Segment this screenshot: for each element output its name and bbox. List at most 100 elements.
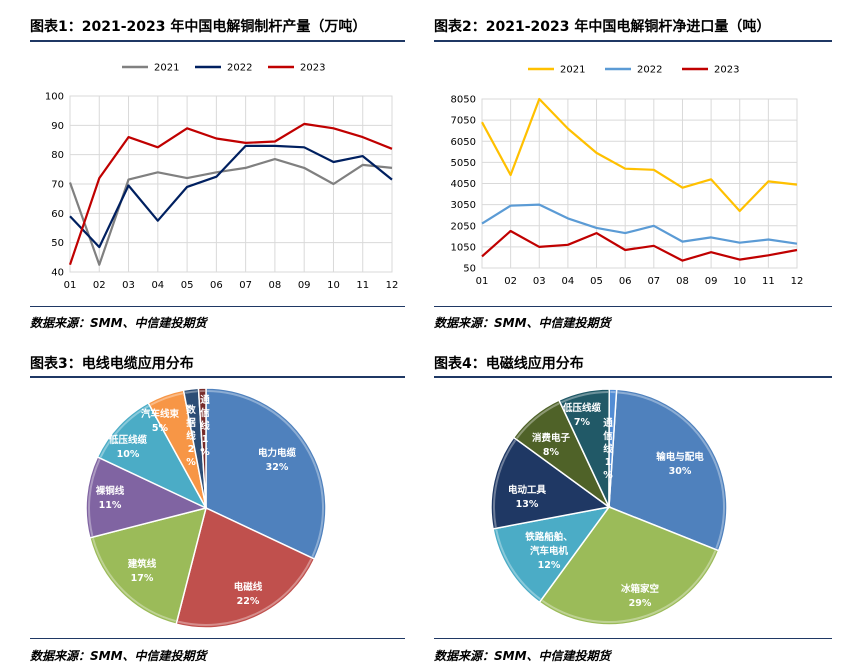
chart-4-source: 数据来源：SMM、中信建投期货 [434,649,611,663]
chart-1-x-tick-label: 01 [64,280,77,291]
chart-1-y-tick-label: 50 [51,238,64,249]
chart-4-slice-3 [492,505,611,604]
chart-2-x-tick-label: 06 [619,276,632,287]
chart-panel-4: 图表4：电磁线应用分布 输电与配电 30% 冰箱家空 29% 铁路船舶、汽车电机 12% 电… [434,345,832,671]
chart-4-slice-3-edge [495,529,541,601]
chart-2-y-tick-label: 50 [463,264,476,275]
chart-3-slice-6-edge [150,392,184,406]
chart-4-slice-1 [608,388,728,552]
chart-1-y-tick-label: 80 [51,150,64,161]
chart-1-series-line-2022 [69,144,393,249]
chart-2-y-tick-label: 8050 [451,95,476,106]
chart-3-slice-4-label: 裸铜线 11% [96,485,125,511]
chart-3-slice-4 [85,455,209,539]
chart-4-slice-4-label: 电动工具 13% [508,484,547,510]
chart-3-slice-7-label: 数据线 2% [185,404,196,468]
chart-3-source: 数据来源：SMM、中信建投期货 [30,649,207,663]
chart-1-source: 数据来源：SMM、中信建投期货 [30,316,207,330]
chart-3-slice-8 [197,387,207,509]
chart-3-slice-2-edge [177,558,313,626]
chart-1-series-line-2023 [68,122,393,266]
chart-4-slice-2 [538,506,720,626]
chart-4-slice-6-label: 低压线缆 7% [562,402,602,428]
chart-1-y-tick-label: 40 [51,268,64,279]
chart-2-y-tick-label: 5050 [451,158,476,169]
chart-3-slice-1 [205,387,327,561]
chart-2-series-line-2022 [481,203,798,245]
chart-2-y-tick-label: 1050 [451,242,476,253]
chart-1-x-tick-label: 06 [210,280,223,291]
chart-4-slice-6-edge [560,391,609,404]
chart-1-legend-label-2022: 2022 [227,63,252,74]
chart-1-svg: 40 50 60 70 80 90 100 01 02 03 04 05 06 07 08 09 10 11 12 2… [45,63,399,292]
chart-1-x-tick-label: 07 [239,280,252,291]
chart-4-bottom-rule [434,638,832,639]
chart-2-title: 图表2：2021-2023 年中国电解铜杆净进口量（吨） [434,19,771,35]
chart-4-slice-7-label: 通信线 1% [603,418,613,481]
chart-1-y-tick-label: 60 [51,209,64,220]
chart-2-x-tick-label: 07 [647,276,660,287]
chart-3-slice-8-label: 通信线 1% [200,395,210,458]
chart-3-svg: 电力电缆 32% 电磁线 22% 建筑线 17% 裸铜线 11% 低压线缆 10%汽车线束 5%数据… [85,387,327,629]
chart-1-y-tick-label: 100 [45,92,64,103]
chart-3-slice-4-edge [88,458,101,537]
chart-4-title: 图表4：电磁线应用分布 [434,356,584,372]
chart-panel-2: 图表2：2021-2023 年中国电解铜杆净进口量（吨） 50 1050 2050 3… [434,0,832,340]
chart-2-source: 数据来源：SMM、中信建投期货 [434,316,611,330]
chart-2-x-tick-label: 08 [676,276,689,287]
chart-1-x-tick-label: 09 [298,280,311,291]
chart-2-svg: 50 1050 2050 3050 4050 5050 6050 7050 8050 01 02 03… [451,65,804,288]
chart-4-slice-1-edge [617,391,725,549]
chart-4-slice-2-edge [541,550,717,623]
chart-1-series-line-2021 [68,157,393,266]
chart-2-y-tick-label: 7050 [451,116,476,127]
chart-2-x-tick-label: 11 [762,276,775,287]
chart-3-top-rule [30,376,405,378]
chart-1-x-tick-label: 12 [386,280,399,291]
chart-2-x-tick-label: 02 [504,276,517,287]
chart-1-y-tick-label: 90 [51,121,64,132]
chart-3-slice-3-label: 建筑线 17% [127,558,157,584]
chart-3-slice-6-label: 汽车线束 5% [141,408,180,434]
chart-4-slice-7 [608,388,618,508]
chart-1-x-tick-label: 03 [122,280,135,291]
chart-3-slice-5-label: 低压线缆 10% [108,434,148,460]
chart-4-slice-4-edge [493,439,517,528]
chart-1-x-tick-label: 05 [181,280,194,291]
chart-2-x-tick-label: 05 [590,276,603,287]
chart-1-x-tick-label: 11 [356,280,369,291]
chart-1-bottom-rule [30,306,405,307]
chart-2-x-tick-label: 10 [733,276,746,287]
chart-2-x-tick-label: 04 [562,276,575,287]
chart-1-title: 图表1：2021-2023 年中国电解铜制杆产量（万吨） [30,19,367,35]
chart-4-svg: 输电与配电 30% 冰箱家空 29% 铁路船舶、汽车电机 12% 电动工具 13% 消费电子 8%… [490,388,728,626]
chart-3-slice-3 [88,506,208,626]
chart-2-legend-label-2022: 2022 [637,65,662,76]
chart-3-title: 图表3：电线电缆应用分布 [30,356,194,372]
chart-3-bottom-rule [30,638,405,639]
chart-3-slice-1-label: 电力电缆 32% [258,447,297,473]
chart-4-slice-5-edge [515,402,560,439]
chart-2-bottom-rule [434,306,832,307]
chart-panel-1: 图表1：2021-2023 年中国电解铜制杆产量（万吨） 40 50 60 70 80 9… [30,0,405,340]
chart-2-legend-label-2023: 2023 [714,65,739,76]
chart-1-x-tick-label: 02 [93,280,106,291]
chart-2-y-tick-label: 2050 [451,221,476,232]
chart-4-slice-5-label: 消费电子 8% [532,432,571,458]
chart-4-slice-4 [490,436,611,530]
chart-1-x-tick-label: 04 [151,280,164,291]
chart-1-legend-label-2023: 2023 [300,63,325,74]
chart-3-slice-2 [175,506,316,629]
chart-2-y-tick-label: 4050 [451,179,476,190]
chart-2-top-rule [434,40,832,42]
chart-2-series-line-2021 [481,97,798,213]
chart-4-slice-3-label: 铁路船舶、汽车电机 12% [525,531,573,571]
chart-4-slice-2-label: 冰箱家空 29% [621,583,660,609]
chart-2-y-tick-label: 6050 [451,137,476,148]
chart-3-slice-5 [96,401,208,510]
chart-2-y-tick-label: 3050 [451,200,476,211]
chart-1-x-tick-label: 10 [327,280,340,291]
chart-3-slice-1-edge [207,390,324,558]
chart-1-x-tick-label: 08 [269,280,282,291]
chart-1-y-tick-label: 70 [51,180,64,191]
